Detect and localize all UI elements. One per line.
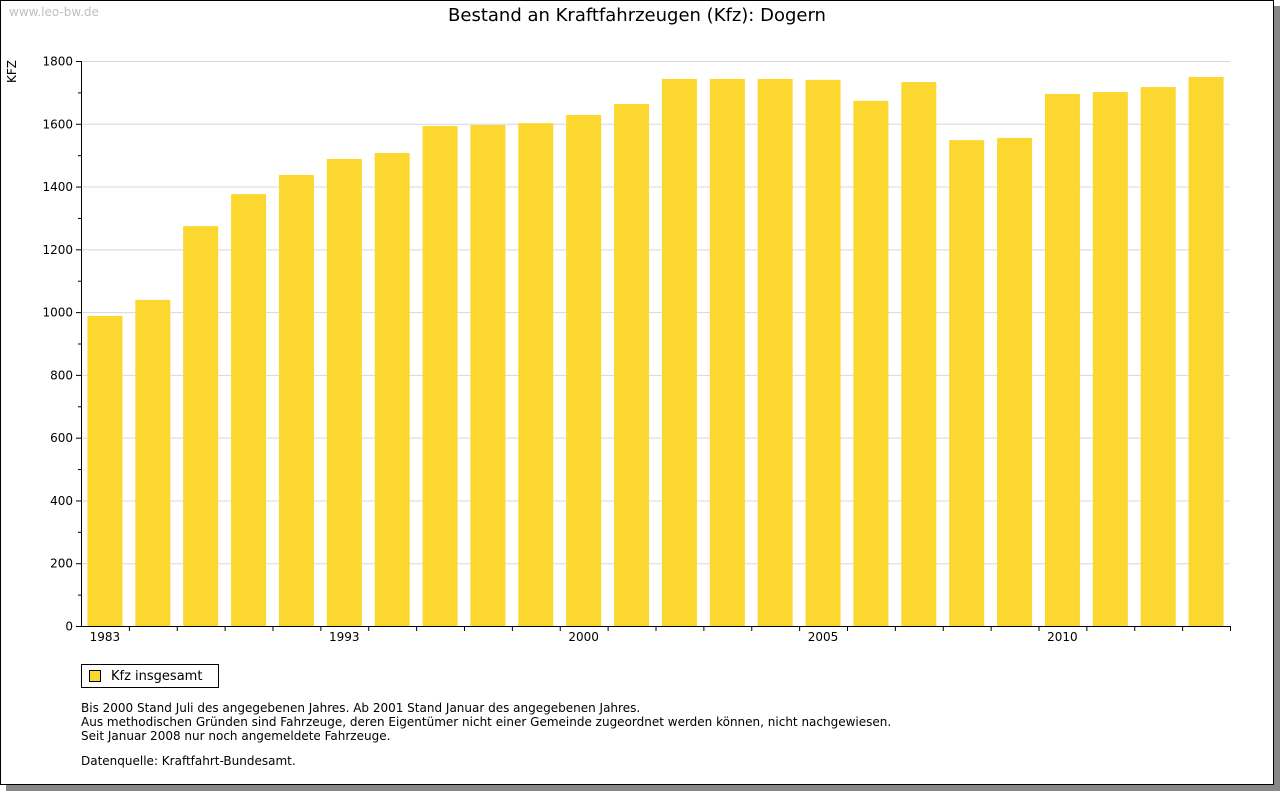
bar [231,194,267,627]
bar [805,79,841,627]
legend-swatch [89,670,101,682]
bar [997,137,1033,626]
x-tick-label: 1993 [329,630,360,644]
bar [614,104,650,626]
bar [135,299,171,626]
bar [1092,92,1128,626]
bar [470,125,506,627]
y-tick-label: 1200 [42,243,73,257]
chart-title: Bestand an Kraftfahrzeugen (Kfz): Dogern [448,5,826,26]
bar [1044,93,1080,627]
y-tick-label: 1400 [42,180,73,194]
y-tick-label: 400 [50,494,73,508]
y-tick-label: 1000 [42,306,73,320]
bar [949,140,985,626]
bar [709,78,745,627]
y-tick-label: 1600 [42,117,73,131]
bar [901,82,937,626]
bar [518,123,554,627]
footnote: Bis 2000 Stand Juli des angegebenen Jahr… [81,701,641,715]
x-tick-label: 2000 [568,630,599,644]
bar [757,78,793,627]
y-tick-label: 1800 [42,55,73,69]
watermark: www.leo-bw.de [9,5,99,19]
bar [326,158,362,626]
y-tick-label: 200 [50,557,73,571]
footnotes: Bis 2000 Stand Juli des angegebenen Jahr… [81,701,891,743]
footnote: Seit Januar 2008 nur noch angemeldete Fa… [81,729,391,743]
bar [566,114,602,626]
data-source: Datenquelle: Kraftfahrt-Bundesamt. [81,754,296,768]
y-tick-label: 600 [50,431,73,445]
legend-label: Kfz insgesamt [111,668,203,684]
bar [183,226,219,626]
bar [1188,77,1224,627]
footnote: Aus methodischen Gründen sind Fahrzeuge,… [81,715,892,729]
bar [87,315,123,626]
bar [374,152,410,626]
legend: Kfz insgesamt [81,664,219,688]
bar [1140,87,1176,626]
bar [278,174,314,627]
bar [422,125,458,626]
y-tick-label: 0 [65,620,73,634]
bar [661,78,697,627]
x-tick-label: 1983 [90,630,121,644]
x-tick-label: 2010 [1047,630,1078,644]
bar [853,100,889,626]
y-tick-label: 800 [50,368,73,382]
x-tick-label: 2005 [808,630,839,644]
